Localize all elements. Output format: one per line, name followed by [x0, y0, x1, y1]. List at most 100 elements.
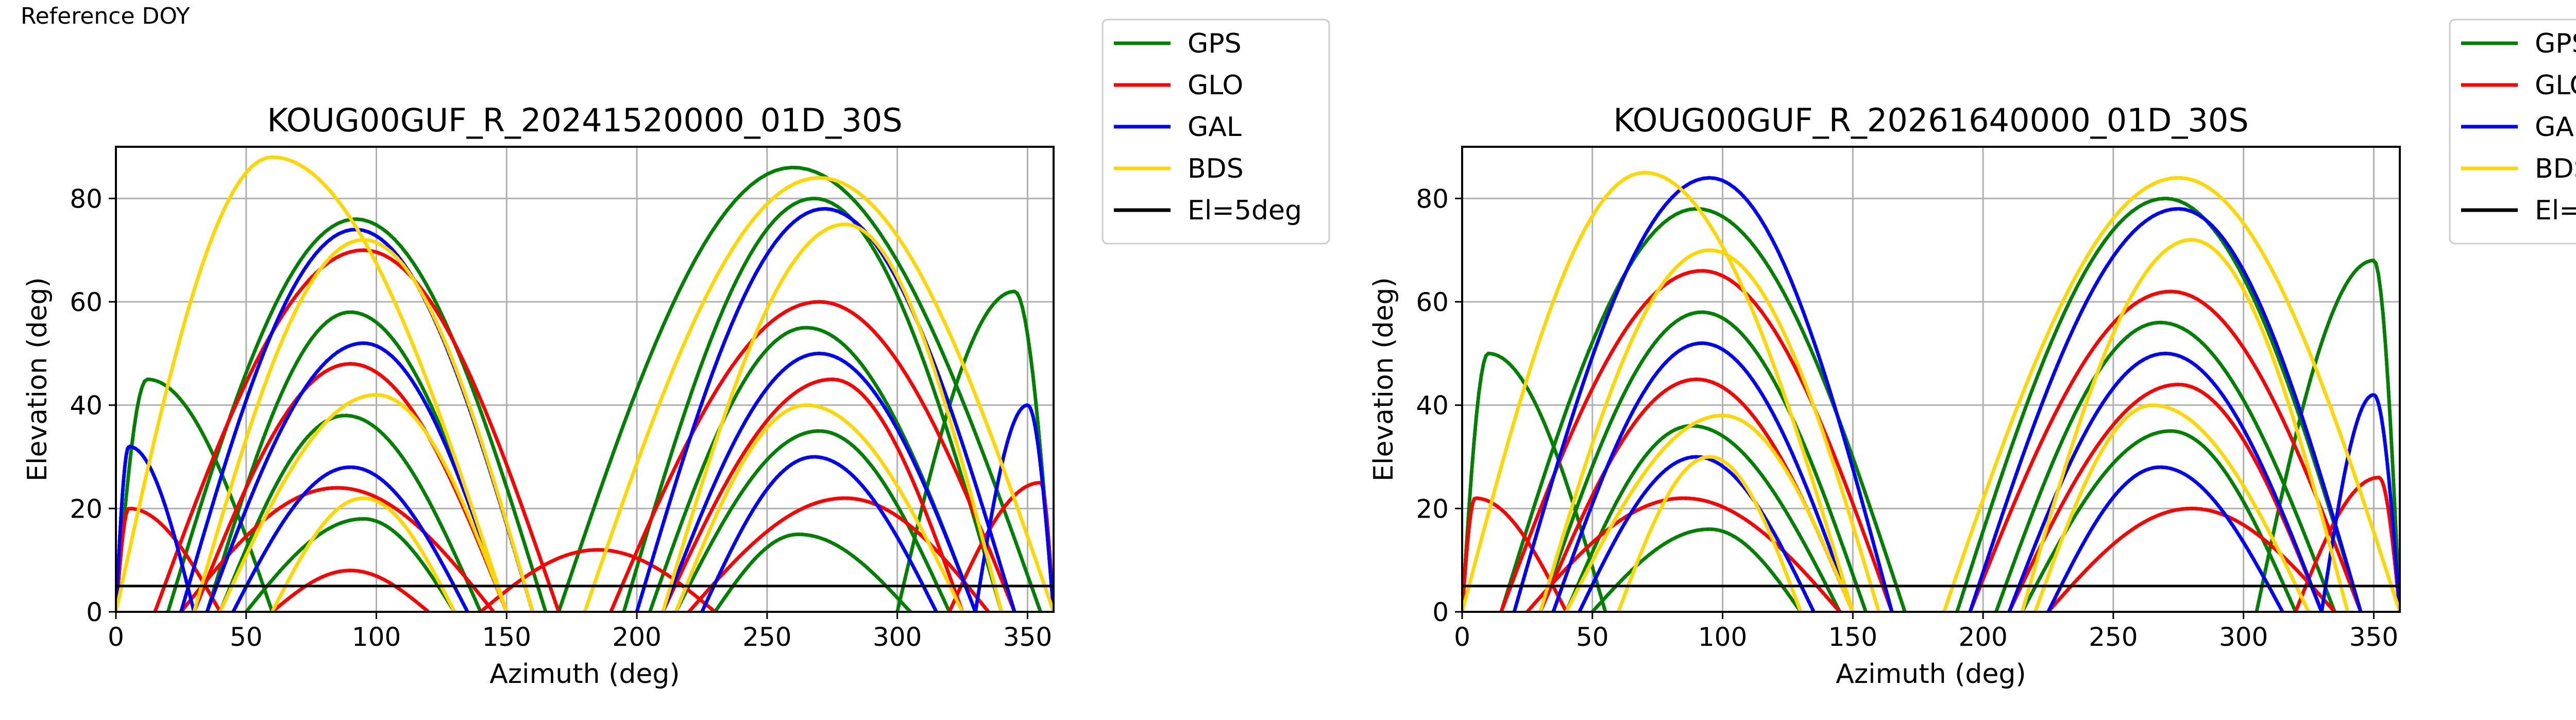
- legend-label: GPS: [1188, 28, 1242, 59]
- track-gps-10: [116, 377, 274, 612]
- legend: GPS GLO GAL BDS El=5deg: [1101, 19, 1330, 245]
- track-bds-2: [1942, 176, 2400, 612]
- y-tick-label: 80: [1416, 184, 1449, 214]
- x-tick-label: 150: [1828, 622, 1877, 652]
- y-axis-label: Elevation (deg): [1368, 277, 1399, 482]
- chart-panel-2: 0 50 100 150 200 250 300 350 0 20 40 60 80 KOUG00GUF_…: [1368, 19, 2576, 690]
- track-gal-6: [2046, 465, 2284, 612]
- track-glo-2: [1968, 289, 2363, 612]
- y-tick-label: 80: [70, 184, 103, 214]
- chart-panel-1: 0 50 100 150 200 250 300 350 0 20 40 60 80 KOUG00GUF_…: [22, 19, 1330, 690]
- track-gps-9: [2255, 259, 2400, 612]
- x-tick-label: 250: [742, 622, 791, 652]
- track-glo-10: [270, 569, 431, 612]
- x-tick-label: 0: [108, 622, 124, 652]
- track-gal-3: [205, 341, 509, 612]
- x-tick-label: 350: [1003, 622, 1052, 652]
- track-gps-7: [1590, 527, 1803, 612]
- track-bds-6: [2033, 403, 2311, 612]
- track-glo-6: [687, 496, 991, 612]
- track-gps-6: [674, 429, 952, 612]
- track-gal-3: [1551, 341, 1855, 612]
- track-gal-6: [700, 455, 938, 612]
- track-bds-1: [1462, 170, 1855, 612]
- track-gps-3: [1538, 310, 1868, 612]
- x-tick-label: 50: [1576, 622, 1609, 652]
- track-glo-2: [609, 300, 1016, 612]
- track-gal-1: [179, 228, 535, 612]
- track-gps-7: [244, 517, 456, 612]
- x-tick-label: 250: [2089, 622, 2138, 652]
- x-tick-label: 0: [1454, 622, 1470, 652]
- track-gal-2: [1968, 207, 2363, 612]
- track-gal-7: [973, 403, 1054, 612]
- plot-frame: [1461, 146, 2401, 613]
- track-glo-4: [2007, 383, 2324, 612]
- y-tick-label: 40: [1416, 391, 1449, 421]
- legend: GPS GLO GAL BDS El=5deg: [2449, 19, 2576, 245]
- x-axis-label: Azimuth (deg): [489, 659, 680, 690]
- legend-box: [2449, 19, 2576, 245]
- x-tick-label: 150: [482, 622, 531, 652]
- y-axis-label: Elevation (deg): [22, 277, 53, 482]
- x-tick-label: 350: [2349, 622, 2398, 652]
- track-gps-4: [1994, 320, 2337, 612]
- track-gal-4: [2007, 351, 2324, 612]
- legend-box: [1101, 19, 1330, 245]
- track-glo-4: [661, 377, 964, 612]
- legend-label: GPS: [2535, 28, 2576, 59]
- series-bds: [116, 155, 1054, 612]
- track-gal-7: [2319, 392, 2400, 612]
- track-gps-11: [895, 289, 1054, 612]
- series-glo: [1462, 269, 2400, 612]
- x-tick-label: 200: [1958, 622, 2007, 652]
- track-bds-3: [1538, 248, 1881, 612]
- track-glo-1: [1499, 269, 1894, 612]
- track-glo-7: [116, 506, 222, 612]
- track-bds-5: [218, 393, 509, 612]
- legend-label: El=5deg: [1188, 195, 1302, 226]
- reference-doy-label: Reference DOY: [21, 3, 190, 29]
- y-tick-label: 0: [86, 597, 103, 627]
- track-bds-3: [192, 238, 535, 612]
- legend-label: BDS: [2535, 153, 2576, 184]
- x-tick-label: 50: [230, 622, 263, 652]
- y-tick-label: 40: [70, 391, 103, 421]
- track-gal-4: [661, 351, 977, 612]
- track-gal-1: [1512, 176, 1894, 612]
- legend-label: GLO: [2535, 70, 2576, 101]
- track-bds-7: [1616, 455, 1803, 612]
- track-bds-2: [583, 176, 1054, 612]
- track-bds-6: [674, 403, 964, 612]
- y-tick-label: 0: [1432, 597, 1449, 627]
- y-tick-label: 20: [1416, 494, 1449, 524]
- y-tick-label: 60: [1416, 287, 1449, 317]
- track-glo-8: [947, 481, 1054, 612]
- legend-label: El=5deg: [2535, 195, 2576, 226]
- track-gps-5: [218, 414, 483, 612]
- track-glo-3: [1538, 377, 1855, 612]
- track-gal-5: [1578, 455, 1816, 612]
- plot-area: [1462, 170, 2400, 612]
- x-tick-label: 100: [1698, 622, 1747, 652]
- track-bds-4: [661, 222, 1004, 612]
- track-bds-4: [2020, 238, 2350, 612]
- track-gps-2: [1955, 196, 2363, 612]
- track-bds-5: [1564, 414, 1855, 612]
- series-glo: [116, 248, 1054, 612]
- track-gps-8: [713, 532, 912, 612]
- legend-label: GLO: [1188, 70, 1243, 101]
- x-tick-label: 300: [2219, 622, 2268, 652]
- plot-frame: [115, 146, 1055, 613]
- track-gps-5: [1564, 424, 1842, 612]
- series-gps: [116, 165, 1054, 612]
- track-glo-8: [2294, 475, 2400, 612]
- x-tick-label: 200: [612, 622, 661, 652]
- legend-label: BDS: [1188, 153, 1244, 184]
- track-glo-5: [179, 486, 496, 612]
- chart-title: KOUG00GUF_R_20241520000_01D_30S: [267, 101, 902, 139]
- y-tick-label: 20: [70, 494, 103, 524]
- track-gal-2: [635, 207, 1016, 612]
- legend-label: GAL: [2535, 112, 2576, 143]
